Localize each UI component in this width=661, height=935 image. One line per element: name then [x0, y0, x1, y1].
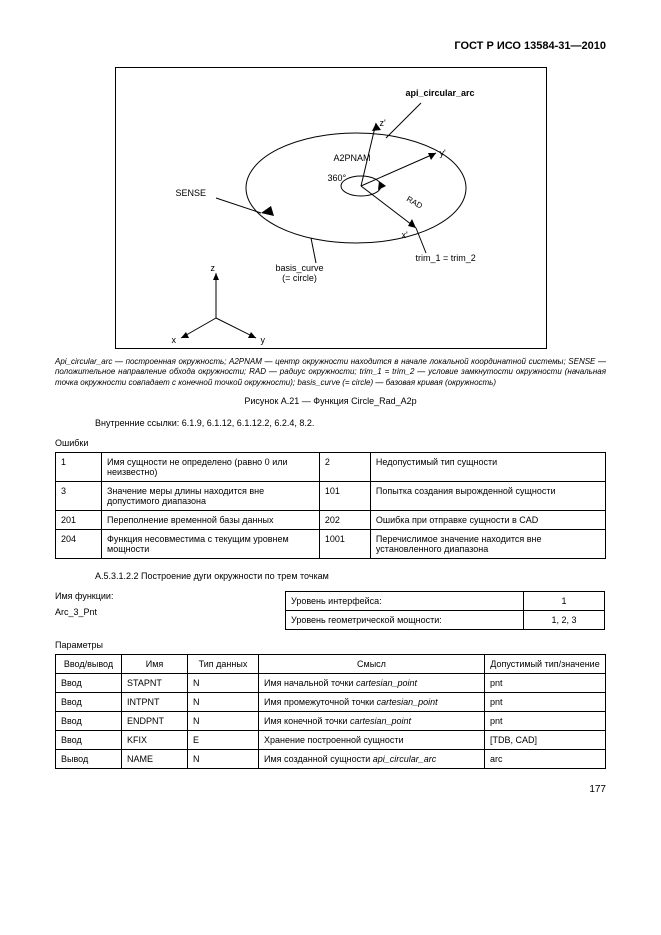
lbl-trim: trim_1 = trim_2 — [416, 253, 476, 263]
func-name-label: Имя функции: — [55, 591, 285, 601]
params-label: Параметры — [55, 640, 606, 650]
col-meaning: Смысл — [259, 655, 485, 674]
lbl-a2pnam: A2PNAM — [334, 153, 371, 163]
lbl-wx: x — [172, 335, 177, 345]
col-type: Тип данных — [188, 655, 259, 674]
lbl-wy: y — [261, 335, 266, 345]
table-row: ВводSTAPNTNИмя начальной точки cartesian… — [56, 674, 606, 693]
table-row: 204Функция несовместима с текущим уровне… — [56, 530, 606, 559]
lbl-basis: basis_curve (= circle) — [276, 263, 324, 283]
table-row: 1Имя сущности не определено (равно 0 или… — [56, 453, 606, 482]
table-row: ВводINTPNTNИмя промежуточной точки carte… — [56, 693, 606, 712]
figure-legend: Api_circular_arc — построенная окружност… — [55, 357, 606, 388]
table-row: Уровень геометрической мощности:1, 2, 3 — [286, 611, 605, 630]
col-name: Имя — [122, 655, 188, 674]
internal-refs: Внутренние ссылки: 6.1.9, 6.1.12, 6.1.12… — [95, 418, 606, 428]
table-row: ВыводNAMENИмя созданной сущности api_cir… — [56, 750, 606, 769]
lbl-angle: 360° — [328, 173, 347, 183]
table-row: ВводENDPNTNИмя конечной точки cartesian_… — [56, 712, 606, 731]
col-allowed: Допустимый тип/значение — [485, 655, 606, 674]
lbl-wz: z — [211, 263, 216, 273]
interface-table: Уровень интерфейса:1Уровень геометрическ… — [285, 591, 605, 630]
figure-caption: Рисунок А.21 — Функция Circle_Rad_A2p — [55, 396, 606, 406]
lbl-zprime: z' — [380, 118, 386, 128]
lbl-xprime: x' — [402, 230, 408, 240]
table-row: 201Переполнение временной базы данных202… — [56, 511, 606, 530]
lbl-yprime: y' — [440, 148, 446, 158]
func-name: Arc_3_Pnt — [55, 607, 285, 617]
page-number: 177 — [55, 784, 606, 795]
params-table: Ввод/вывод Имя Тип данных Смысл Допустим… — [55, 654, 606, 769]
doc-header: ГОСТ Р ИСО 13584-31—2010 — [55, 40, 606, 52]
figure-diagram: api_circular_arc A2PNAM 360° SENSE basis… — [115, 67, 547, 349]
subsection-title: А.5.3.1.2.2 Построение дуги окружности п… — [95, 571, 606, 581]
table-row: 3Значение меры длины находится вне допус… — [56, 482, 606, 511]
errors-label: Ошибки — [55, 438, 606, 448]
lbl-sense: SENSE — [176, 188, 207, 198]
col-io: Ввод/вывод — [56, 655, 122, 674]
lbl-api: api_circular_arc — [406, 88, 475, 98]
table-row: Уровень интерфейса:1 — [286, 592, 605, 611]
errors-table: 1Имя сущности не определено (равно 0 или… — [55, 452, 606, 559]
table-row: ВводKFIXEХранение построенной сущности[T… — [56, 731, 606, 750]
